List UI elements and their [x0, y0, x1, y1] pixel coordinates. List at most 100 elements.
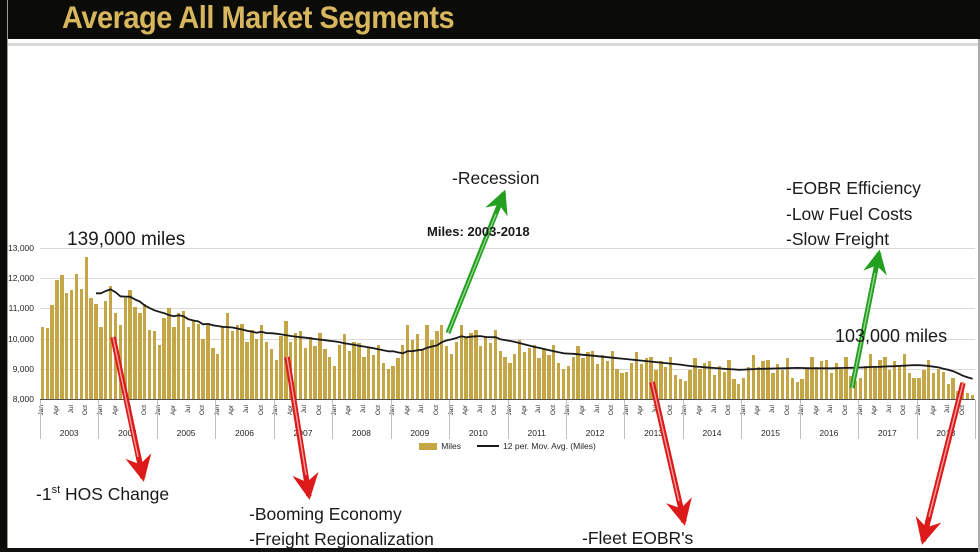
bar [732, 379, 736, 399]
bar [40, 326, 45, 399]
bar [50, 305, 54, 399]
annotation-booming-line1: -Booming Economy [249, 504, 402, 524]
hos-prefix: -1 [36, 484, 52, 504]
year-label: 2008 [351, 428, 371, 438]
bar [264, 341, 269, 399]
bar [707, 361, 712, 400]
bar [727, 359, 731, 399]
bar [581, 358, 585, 399]
month-tick-label: Oct [842, 405, 849, 416]
year-separator-tick [215, 400, 217, 439]
year-separator-tick [332, 400, 334, 439]
bar [966, 393, 970, 399]
bar [717, 365, 721, 399]
gridline [40, 308, 975, 310]
bar [157, 344, 161, 399]
chart-area: 8,000 9,000 10,000 11,000 12,000 13,000 Jan Ap… [8, 243, 976, 458]
bar [186, 326, 191, 399]
month-tick-label: Apr [695, 405, 703, 416]
year-separator-tick [156, 400, 158, 439]
bar [522, 352, 527, 399]
year-separator-tick [449, 400, 451, 439]
year-separator-tick [507, 400, 509, 439]
bar [761, 361, 765, 400]
month-tick-label: Oct [140, 405, 148, 416]
month-tick-label: Oct [666, 405, 674, 416]
bar [703, 362, 707, 399]
month-tick-label: Oct [900, 405, 908, 416]
bar [542, 349, 546, 399]
bar [824, 359, 829, 399]
bar [888, 370, 892, 399]
bar [634, 352, 639, 399]
y-axis-label: 10,000 [8, 333, 34, 344]
bar [737, 383, 741, 399]
bar [688, 370, 692, 399]
bar [279, 335, 283, 399]
month-tick-label: Apr [754, 405, 762, 416]
month-tick-label: Oct [491, 405, 499, 416]
bar [508, 362, 512, 399]
month-tick-label: Oct [316, 405, 323, 416]
month-tick-label: Jul [184, 405, 192, 414]
month-tick-label: Apr [462, 405, 470, 416]
bar [167, 308, 171, 399]
month-tick-label: Jul [359, 405, 367, 414]
bar [479, 346, 483, 399]
bar [342, 334, 347, 399]
bar [517, 340, 522, 399]
right-border-strip [978, 39, 980, 552]
bar [556, 362, 561, 399]
left-border-strip [0, 0, 8, 552]
bar [220, 326, 225, 399]
month-tick-label: Apr [53, 405, 60, 416]
bar [216, 353, 220, 399]
bar [191, 320, 196, 399]
month-tick-label: Oct [432, 405, 440, 416]
legend-miles-swatch [419, 442, 438, 450]
chart-title: Miles: 2003-2018 [427, 224, 530, 239]
month-tick-label: Jul [652, 405, 659, 414]
bar [94, 303, 98, 399]
bar [927, 359, 931, 399]
bar [196, 323, 200, 399]
month-tick-label: Jul [593, 405, 601, 414]
bar [902, 353, 907, 399]
y-axis-label: 8,000 [12, 394, 34, 404]
bar [84, 257, 88, 399]
bar [55, 279, 59, 399]
month-tick-label: Oct [608, 405, 616, 416]
bar [527, 347, 532, 399]
bar [513, 353, 517, 399]
bar [235, 325, 239, 399]
bar [756, 367, 760, 399]
month-tick-label: Apr [403, 405, 411, 416]
bar [357, 343, 361, 399]
legend-item-miles: Miles [419, 441, 461, 451]
bar [780, 370, 785, 399]
bar [819, 361, 824, 400]
month-tick-label: Oct [374, 405, 382, 416]
bar [410, 340, 415, 399]
annotation-hos-change: -1st HOS Change [36, 484, 169, 505]
bar [240, 323, 244, 399]
year-separator-tick [273, 400, 275, 439]
bar [367, 347, 371, 399]
month-tick-label: Jul [243, 405, 250, 414]
year-separator-tick [741, 400, 743, 439]
month-tick-label: Jul [126, 405, 134, 414]
bar [274, 359, 278, 399]
bar [469, 332, 473, 399]
bar [834, 362, 838, 399]
bar [449, 353, 454, 399]
bar [347, 350, 351, 399]
year-label: 2018 [936, 428, 956, 438]
year-separator-tick [916, 400, 918, 439]
bar [766, 359, 770, 399]
bar [318, 332, 322, 399]
year-separator-tick [682, 400, 684, 439]
y-axis-label: 12,000 [8, 273, 34, 284]
bar [503, 356, 507, 399]
bar [201, 338, 205, 399]
bar [493, 329, 497, 399]
